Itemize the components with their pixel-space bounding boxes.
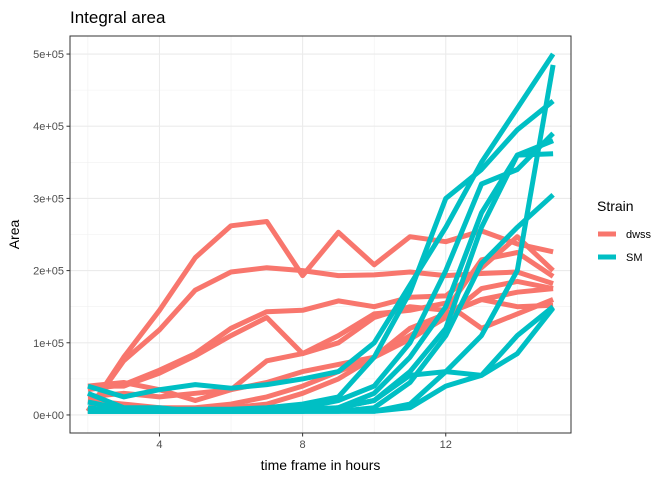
x-tick-label: 4	[156, 439, 162, 451]
x-tick-label: 12	[440, 439, 452, 451]
legend-label-SM: SM	[626, 252, 643, 264]
series-line-dwss-5	[87, 250, 555, 403]
legend-label-dwss: dwss	[626, 229, 652, 241]
series-line-dwss-4	[87, 297, 555, 389]
y-axis-title: Area	[6, 220, 22, 250]
y-tick-label: 2e+05	[33, 266, 64, 278]
y-tick-label: 4e+05	[33, 121, 64, 133]
y-tick-label: 5e+05	[33, 49, 64, 61]
x-tick-label: 8	[300, 439, 306, 451]
series-line-dwss-6	[87, 278, 554, 400]
y-tick-label: 1e+05	[33, 338, 64, 350]
series-lines	[85, 52, 556, 414]
y-tick-label: 0e+00	[33, 410, 64, 422]
plot-border	[69, 35, 572, 434]
series-line-SM-17	[87, 306, 556, 414]
chart-title: Integral area	[70, 8, 166, 27]
legend-entries: dwss SM	[598, 229, 652, 264]
legend: Strain dwss SM	[597, 198, 652, 264]
legend-title: Strain	[597, 198, 634, 214]
axes: 4 8 12 0e+00 1e+05 2e+05 3e+05 4e+05 5e+05	[33, 49, 452, 451]
x-axis-title: time frame in hours	[261, 457, 381, 473]
y-tick-label: 3e+05	[33, 193, 64, 205]
